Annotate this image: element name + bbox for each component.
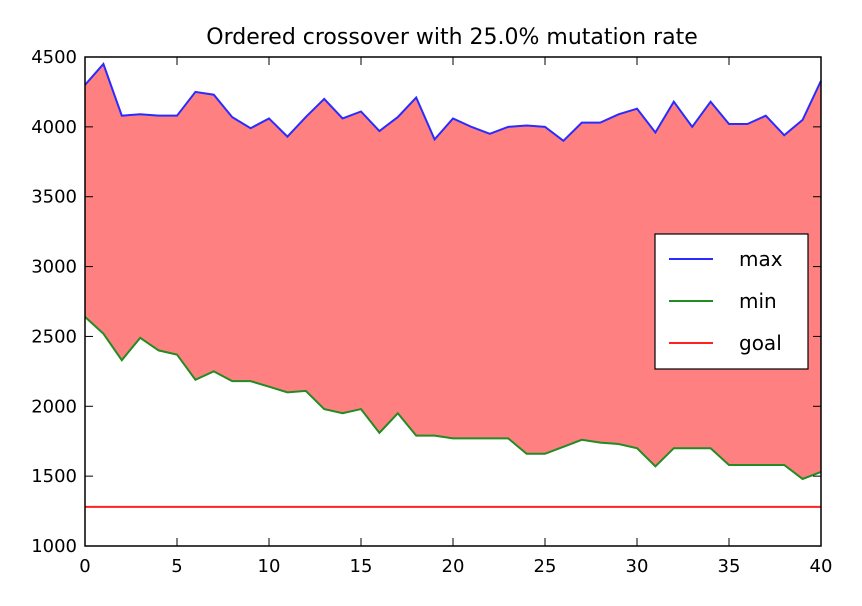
x-tick-label: 30	[626, 556, 649, 577]
x-tick-label: 10	[258, 556, 281, 577]
x-tick-label: 25	[534, 556, 557, 577]
series-line-min	[84, 316, 822, 481]
series-line-max	[84, 62, 822, 143]
x-tick-label: 20	[442, 556, 465, 577]
fill-between-area	[85, 63, 821, 479]
legend: max min goal	[654, 233, 809, 370]
y-tick-label: 3500	[31, 187, 77, 208]
y-tick-label: 4500	[31, 47, 77, 68]
x-tick-label: 5	[171, 556, 182, 577]
y-tick-label: 2500	[31, 326, 77, 347]
legend-label-goal: goal	[739, 331, 782, 355]
chart-title: Ordered crossover with 25.0% mutation ra…	[206, 25, 697, 50]
x-tick-label: 35	[718, 556, 741, 577]
y-tick-label: 1000	[31, 536, 77, 557]
plot-area	[84, 62, 822, 508]
x-tick-label: 40	[810, 556, 833, 577]
y-tick-label: 4000	[31, 117, 77, 138]
x-tick-label: 0	[79, 556, 90, 577]
y-tick-label: 3000	[31, 257, 77, 278]
y-tick-label: 2000	[31, 396, 77, 417]
axes: 0 5 10 15 20 25 30 35 40 1000 1500 2000 2500 3000 3500…	[31, 47, 832, 577]
x-tick-label: 15	[350, 556, 373, 577]
legend-label-max: max	[739, 247, 783, 271]
legend-label-min: min	[739, 289, 777, 313]
y-tick-label: 1500	[31, 466, 77, 487]
